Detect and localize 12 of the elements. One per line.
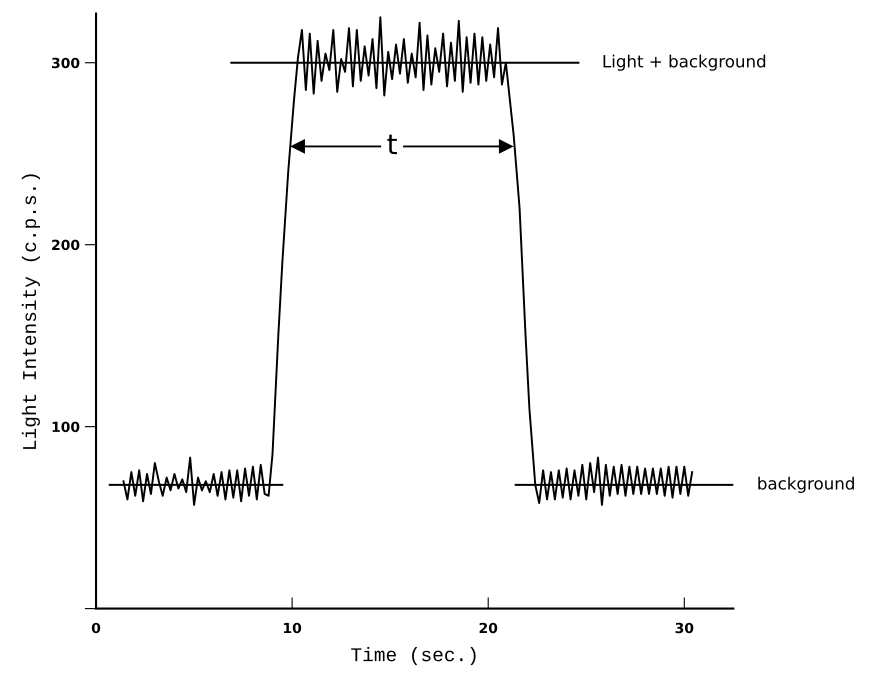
x-tick-label: 30	[676, 622, 694, 634]
x-tick-label: 10	[284, 622, 302, 634]
x-tick-label: 0	[92, 622, 100, 634]
y-tick-label: 200	[52, 240, 80, 250]
y-axis-title: Light Intensity (c.p.s.)	[22, 174, 40, 449]
x-tick-label: 20	[480, 622, 498, 634]
annotation: t	[387, 134, 397, 154]
series-label: Light + background	[604, 54, 766, 71]
x-axis-title: Time (sec.)	[351, 647, 476, 666]
y-tick-label: 100	[52, 422, 80, 432]
y-tick-label: 300	[52, 58, 80, 68]
series-label: background	[758, 476, 854, 493]
